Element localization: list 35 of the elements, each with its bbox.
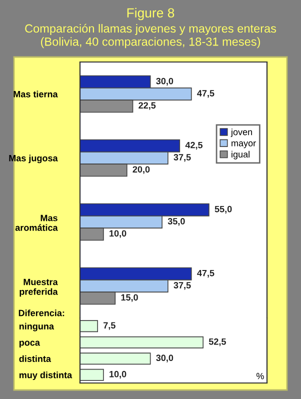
bar xyxy=(80,336,204,348)
y-tick-label: Mas jugosa xyxy=(9,154,58,164)
bar xyxy=(80,352,151,365)
data-label: 15,0 xyxy=(121,294,138,302)
y-tick-label: Muestra preferida xyxy=(20,278,58,297)
data-label: 10,0 xyxy=(110,370,126,379)
data-label: 20,0 xyxy=(132,166,150,174)
y-tick-label: Mas aromática xyxy=(15,214,58,231)
chart-title: Figure 8 xyxy=(127,8,174,20)
data-label: 37,5 xyxy=(174,282,191,290)
data-label: 10,0 xyxy=(110,230,126,238)
y-tick-label: ninguna xyxy=(19,322,54,332)
bar xyxy=(80,368,104,381)
data-label: 30,0 xyxy=(156,354,174,362)
x-axis-title: % xyxy=(256,372,264,380)
data-label: 35,0 xyxy=(168,218,185,226)
data-label: 47,5 xyxy=(197,90,214,98)
legend-label: joven xyxy=(230,128,252,137)
data-label: 52,5 xyxy=(208,338,226,346)
data-label: 55,0 xyxy=(214,206,232,214)
legend-label: igual xyxy=(232,150,250,160)
data-label: 30,0 xyxy=(156,78,174,86)
y-tick-label: distinta xyxy=(19,355,52,362)
data-label: 22,5 xyxy=(138,102,156,110)
bar xyxy=(80,320,98,332)
legend-label: mayor xyxy=(232,141,256,148)
data-label: 42,5 xyxy=(185,142,203,150)
data-label: 7,5 xyxy=(104,322,116,330)
data-label: 47,5 xyxy=(197,270,214,278)
y-tick-label: muy distinta xyxy=(19,372,72,380)
y-tick-label: poca xyxy=(19,340,40,348)
y-tick-label: Mas tierna xyxy=(14,90,58,98)
data-label: 37,5 xyxy=(174,154,191,162)
chart-subtitle: Comparación llamas jovenes y mayores enteras (Bolivia, 40 comparaciones, 18-31 meses) xyxy=(25,24,276,48)
text: Diferencia: xyxy=(18,310,64,316)
